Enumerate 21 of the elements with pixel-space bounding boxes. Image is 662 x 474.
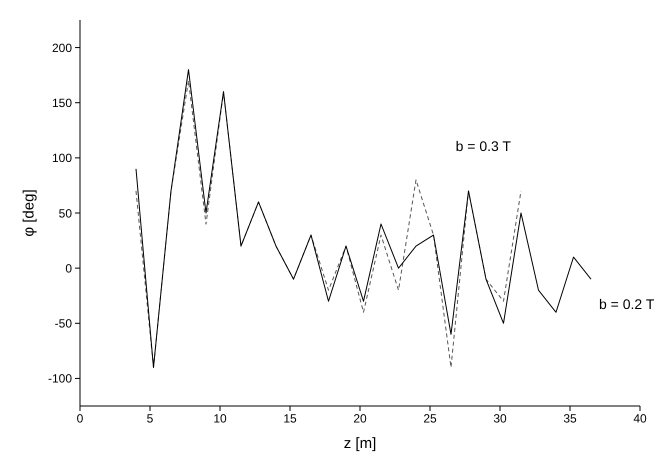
x-tick-label: 25: [423, 412, 437, 426]
series-label: b = 0.2 T: [599, 296, 655, 312]
x-tick-label: 20: [353, 412, 367, 426]
text: b = 0.3 T: [456, 138, 512, 154]
y-axis-title: φ [deg]: [20, 189, 38, 237]
x-tick-label: 10: [213, 412, 227, 426]
x-tick-label: 30: [493, 412, 507, 426]
y-tick-label: 50: [58, 206, 72, 220]
x-tick-label: 40: [633, 412, 647, 426]
y-tick-label: 0: [65, 261, 72, 276]
x-axis-title: z [m]: [344, 435, 376, 452]
x-tick-label: 5: [146, 412, 154, 426]
x-tick-label: 15: [283, 412, 297, 426]
y-tick-label: -50: [54, 316, 72, 331]
y-tick-label: 150: [52, 96, 72, 110]
y-tick-label: 200: [52, 40, 72, 55]
y-tick-label: 100: [52, 151, 72, 166]
y-tick-label: -100: [48, 372, 72, 386]
line-series: [136, 69, 592, 368]
x-tick-label: 35: [563, 412, 577, 426]
x-tick-label: 0: [76, 412, 84, 426]
